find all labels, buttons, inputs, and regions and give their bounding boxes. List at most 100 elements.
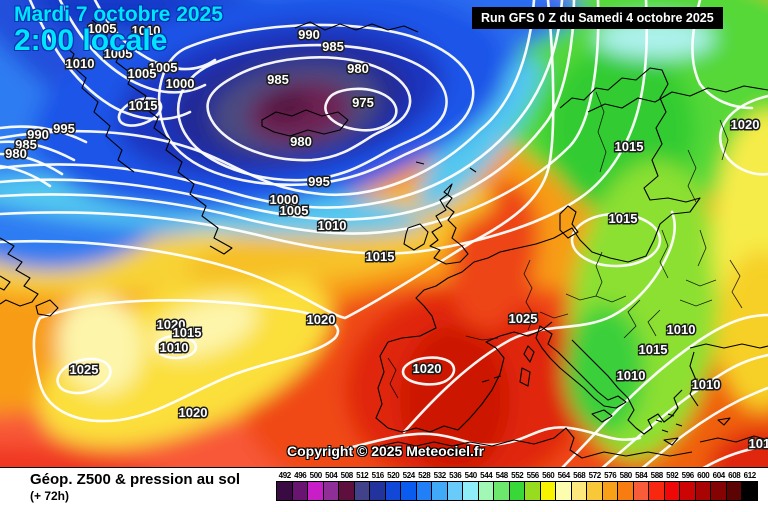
legend-swatch [586,481,603,501]
legend-value: 580 [619,471,633,480]
legend-swatch [307,481,324,501]
legend-value: 528 [418,471,431,480]
legend-cell: 516 [369,470,386,501]
color-scale: 492 496 500 504 508 512 516 520 524 528 532 536 540 5… [276,470,758,501]
legend-swatch [710,481,727,501]
legend-value: 504 [325,471,338,480]
pressure-label: 985 [15,137,37,152]
legend-cell: 496 [291,470,308,501]
pressure-label: 1020 [179,405,208,420]
legend-swatch [384,481,401,501]
pressure-label: 1020 [157,317,186,332]
legend-cell: 556 [524,470,541,501]
legend-value: 524 [402,471,416,480]
pressure-label: 980 [347,61,369,76]
map-area: 1005 1010 1005 1010 1005 1005 1000 1015 995 990 98… [0,0,768,467]
coastlines [0,19,768,459]
legend-swatch [555,481,572,501]
legend-value: 584 [635,471,648,480]
legend-swatch [369,481,386,501]
legend-swatch [276,481,293,501]
pressure-label: 1015 [639,342,668,357]
legend-cell: 492 [276,470,293,501]
pressure-label: 1000 [270,192,299,207]
pressure-label: 1025 [509,311,538,326]
legend-value: 516 [371,471,385,480]
legend-cell: 504 [322,470,339,501]
pressure-label: 980 [5,146,27,161]
legend-swatch [338,481,355,501]
legend-value: 552 [511,471,524,480]
pressure-label: 985 [267,72,289,87]
model-run-banner: Run GFS 0 Z du Samedi 4 octobre 2025 [472,7,723,29]
legend-swatch [539,481,556,501]
legend-cell: 528 [415,470,432,501]
pressure-label: 1010 [692,377,721,392]
legend-value: 592 [666,471,679,480]
pressure-label: 1015 [609,211,638,226]
legend-swatch [570,481,587,501]
legend-swatch [446,481,463,501]
pressure-label: 1015 [366,249,395,264]
legend-cell: 588 [648,470,665,501]
legend-cell: 576 [601,470,618,501]
pressure-label: 1015 [615,139,644,154]
pressure-label: 1000 [166,76,195,91]
legend-cell: 560 [539,470,556,501]
legend-value: 544 [480,471,493,480]
legend-cell: 584 [632,470,649,501]
legend-value: 596 [681,471,695,480]
legend-swatch [617,481,634,501]
legend-swatch [725,481,742,501]
legend-cell: 532 [431,470,448,501]
legend-strip: Géop. Z500 & pression au sol (+ 72h) 492… [0,467,768,512]
isobar-contours [0,0,768,467]
legend-cell: 592 [663,470,680,501]
pressure-label: 1015 [749,436,768,451]
legend-cell: 512 [353,470,370,501]
legend-cell: 552 [508,470,525,501]
legend-value: 548 [495,471,509,480]
legend-value: 536 [449,471,462,480]
legend-cell: 568 [570,470,587,501]
legend-cell: 500 [307,470,324,501]
legend-cell: 544 [477,470,494,501]
legend-cell: 608 [725,470,742,501]
legend-swatch [508,481,525,501]
pressure-label: 1005 [149,60,178,75]
legend-cell: 564 [555,470,572,501]
legend-value: 492 [278,471,292,480]
pressure-label: 1020 [413,361,442,376]
pressure-label: 980 [290,134,312,149]
pressure-label: 1005 [128,66,157,81]
legend-cell: 580 [617,470,634,501]
pressure-label: 1010 [318,218,347,233]
legend-cell: 596 [679,470,696,501]
legend-swatch [632,481,649,501]
legend-swatch [462,481,479,501]
legend-value: 588 [650,471,664,480]
legend-swatch [477,481,494,501]
pressure-label: 1010 [160,340,189,355]
legend-cell: 524 [400,470,417,501]
legend-cell: 612 [741,470,758,501]
legend-swatch [679,481,696,501]
legend-swatch [601,481,618,501]
legend-swatch [353,481,370,501]
pressure-label: 1020 [731,117,760,132]
legend-value: 572 [588,471,602,480]
legend-value: 556 [526,471,540,480]
pressure-label: 1010 [66,56,95,71]
legend-value: 604 [712,471,726,480]
legend-cell: 540 [462,470,479,501]
legend-value: 500 [309,471,323,480]
legend-swatch [291,481,308,501]
legend-swatch [663,481,680,501]
pressure-label: 995 [53,121,75,136]
legend-value: 540 [464,471,478,480]
legend-swatch [322,481,339,501]
pressure-label: 1005 [88,21,117,36]
legend-value: 612 [743,471,757,480]
pressure-label: 990 [298,27,320,42]
